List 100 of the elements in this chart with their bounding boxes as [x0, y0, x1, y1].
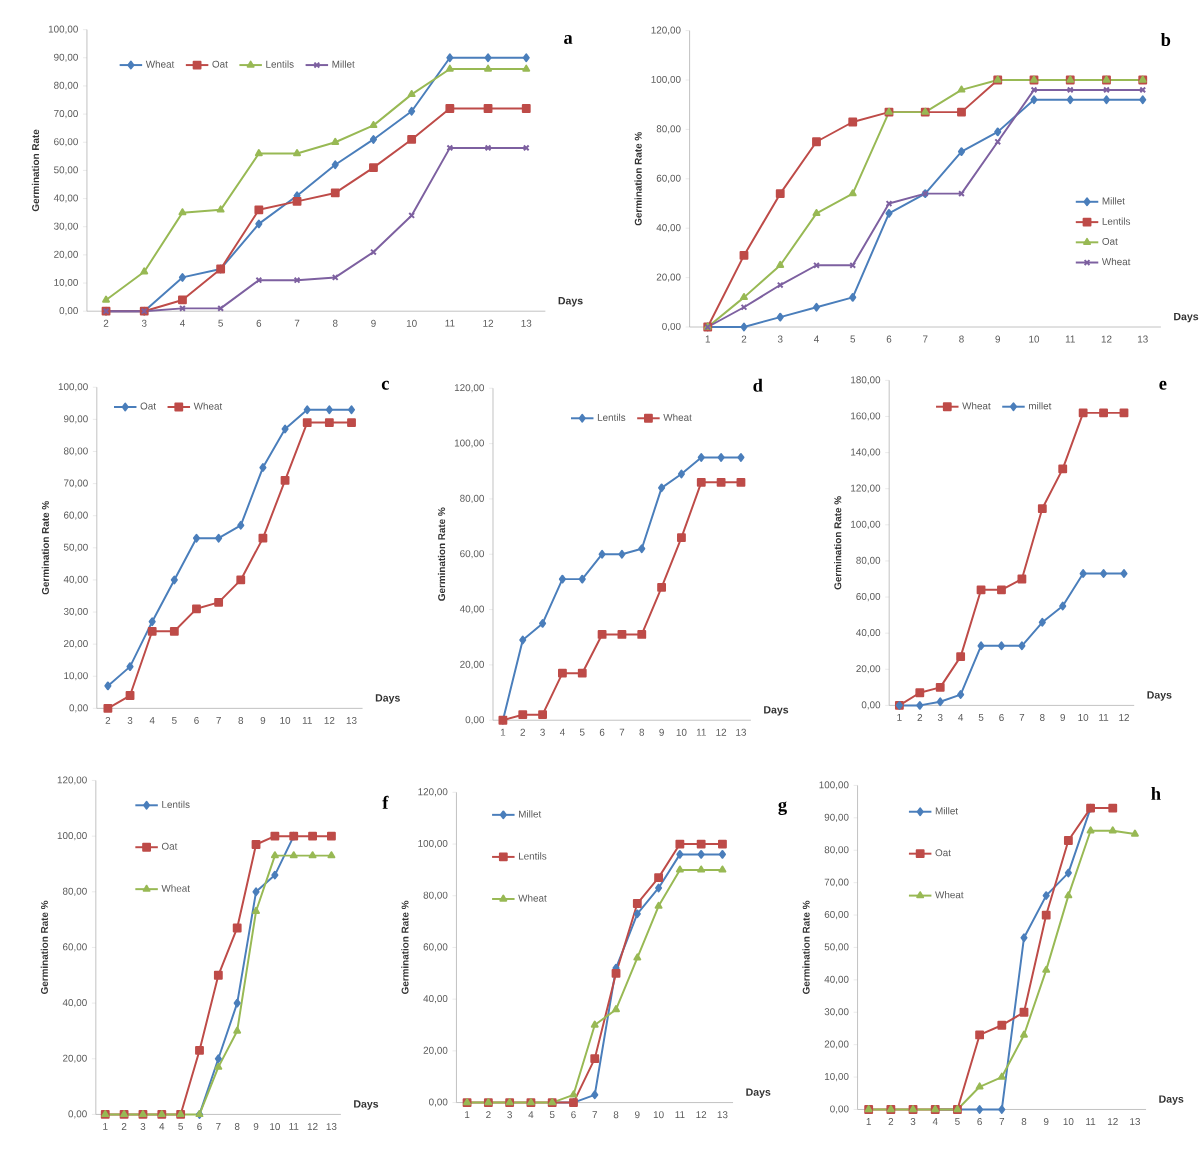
y-tick-label: 50,00 — [824, 943, 849, 952]
x-tick-label: 11 — [1086, 1118, 1096, 1125]
y-tick-label: 20,00 — [54, 250, 78, 259]
y-tick-label: 50,00 — [63, 543, 88, 552]
y-tick-label: 40,00 — [656, 224, 681, 233]
x-tick-label: 10 — [1063, 1118, 1074, 1126]
x-tick-label: 6 — [194, 716, 199, 724]
legend-label: Oat — [1102, 237, 1118, 245]
x-tick-label: 13 — [326, 1123, 337, 1131]
y-tick-label: 100,00 — [57, 832, 87, 841]
x-tick-label: 6 — [999, 714, 1004, 722]
y-tick-label: 120,00 — [57, 776, 87, 785]
y-tick-label: 30,00 — [63, 607, 88, 617]
y-tick-label: 40,00 — [63, 575, 88, 584]
x-tick-label: 12 — [1108, 1118, 1118, 1125]
legend-label: Oat — [161, 842, 178, 850]
x-tick-label: 2 — [105, 716, 111, 724]
x-tick-label: 6 — [197, 1123, 202, 1131]
x-tick-label: 9 — [635, 1111, 640, 1119]
x-tick-label: 9 — [1060, 714, 1065, 722]
y-tick-label: 30,00 — [53, 222, 78, 231]
x-tick-label: 2 — [741, 335, 747, 343]
x-tick-label: 4 — [559, 728, 565, 736]
y-tick-label: 20,00 — [824, 1040, 849, 1049]
y-tick-label: 60,00 — [63, 943, 87, 952]
x-tick-label: 3 — [140, 1123, 146, 1131]
legend-label: Oat — [140, 402, 156, 410]
x-tick-label: 4 — [149, 716, 155, 724]
x-tick-label: 13 — [1137, 335, 1148, 343]
legend-label: Millet — [518, 810, 542, 818]
x-tick-label: 7 — [216, 716, 221, 724]
y-tick-label: 40,00 — [53, 194, 78, 203]
text: g — [778, 801, 787, 815]
y-tick-label: 80,00 — [824, 846, 849, 855]
legend-label: Wheat — [145, 60, 175, 68]
x-tick-label: 4 — [179, 319, 185, 327]
x-tick-label: 7 — [999, 1118, 1005, 1125]
text: b — [1160, 33, 1171, 46]
y-axis-title: Germination Rate % — [802, 900, 810, 994]
x-tick-label: 13 — [736, 728, 746, 736]
x-tick-label: 5 — [579, 728, 585, 736]
legend-label: millet — [1028, 402, 1052, 410]
x-tick-label: 1 — [866, 1118, 871, 1125]
y-tick-label: 120,00 — [418, 788, 448, 797]
x-tick-label: 1 — [897, 714, 902, 721]
y-axis-title: Germination Rate % — [834, 496, 842, 590]
x-axis-title: Days — [746, 1088, 771, 1098]
text: d — [753, 378, 763, 392]
y-tick-label: 80,00 — [460, 494, 484, 503]
x-tick-label: 7 — [294, 319, 300, 327]
y-tick-label: 0,00 — [662, 322, 681, 332]
x-tick-label: 5 — [955, 1118, 960, 1125]
x-tick-label: 5 — [178, 1123, 183, 1130]
x-tick-label: 11 — [675, 1111, 685, 1118]
x-tick-label: 8 — [639, 728, 645, 736]
x-axis-title: Days — [1174, 312, 1199, 323]
x-tick-label: 12 — [1101, 335, 1112, 343]
y-tick-label: 40,00 — [62, 999, 87, 1008]
x-tick-label: 10 — [280, 716, 291, 724]
y-tick-label: 70,00 — [824, 878, 849, 887]
y-tick-label: 20,00 — [460, 660, 484, 669]
x-tick-label: 7 — [216, 1123, 221, 1130]
x-tick-label: 1 — [465, 1111, 470, 1118]
x-tick-label: 9 — [371, 319, 376, 327]
y-tick-label: 20,00 — [656, 273, 681, 282]
x-axis-title: Days — [354, 1100, 379, 1110]
x-tick-label: 3 — [910, 1118, 916, 1126]
y-tick-label: 20,00 — [63, 1054, 87, 1063]
legend-label: Wheat — [663, 413, 692, 421]
x-tick-label: 9 — [260, 716, 266, 724]
x-tick-label: 3 — [141, 319, 147, 327]
x-tick-label: 6 — [256, 319, 262, 327]
y-tick-label: 90,00 — [63, 415, 88, 424]
text: c — [381, 380, 389, 390]
x-tick-label: 6 — [977, 1118, 982, 1126]
x-tick-label: 2 — [917, 714, 923, 721]
y-tick-label: 120,00 — [454, 384, 484, 393]
x-tick-label: 2 — [103, 319, 109, 327]
y-tick-label: 100,00 — [651, 75, 681, 85]
y-tick-label: 100,00 — [48, 25, 78, 34]
x-tick-label: 9 — [659, 728, 664, 736]
legend-label: Wheat — [962, 402, 991, 410]
text: f — [382, 795, 389, 809]
y-axis-title: Germination Rate % — [401, 900, 409, 994]
x-tick-label: 8 — [959, 335, 964, 343]
x-tick-label: 9 — [1043, 1118, 1049, 1126]
y-tick-label: 60,00 — [460, 550, 484, 559]
x-tick-label: 3 — [777, 335, 783, 343]
x-tick-label: 12 — [483, 319, 494, 327]
y-tick-label: 120,00 — [651, 26, 681, 35]
x-tick-label: 4 — [528, 1111, 534, 1118]
x-tick-label: 5 — [218, 319, 223, 327]
y-tick-label: 100,00 — [454, 439, 484, 448]
x-tick-label: 10 — [653, 1111, 664, 1119]
y-tick-label: 50,00 — [54, 166, 78, 175]
y-tick-label: 0,00 — [68, 1110, 87, 1119]
x-tick-label: 10 — [406, 319, 417, 327]
legend-label: Lentils — [1102, 217, 1131, 225]
x-tick-label: 3 — [937, 714, 943, 722]
y-tick-label: 60,00 — [54, 138, 78, 147]
